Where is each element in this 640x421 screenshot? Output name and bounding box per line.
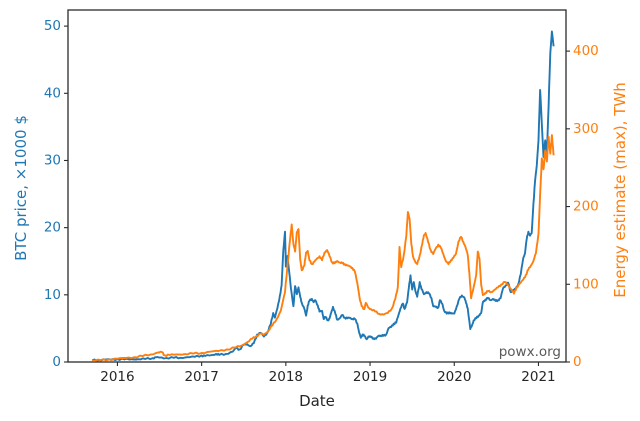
y-right-tick-label-0: 0: [573, 354, 582, 370]
x-axis-label: Date: [299, 392, 335, 410]
y-right-tick-label-300: 300: [573, 121, 599, 137]
y-right-tick-label-100: 100: [573, 276, 599, 292]
x-tick-label-2021: 2021: [521, 369, 555, 385]
x-tick-label-2016: 2016: [100, 369, 134, 385]
y-left-axis-label: BTC price, ×1000 $: [12, 115, 30, 261]
x-tick-label-2019: 2019: [353, 369, 387, 385]
y-left-tick-label-30: 30: [44, 152, 61, 168]
plot-area: 2016 2017 2018 2019 2020 2021 0 10 20 30 40 50 0 100 2…: [44, 9, 599, 385]
y-right-tick-label-200: 200: [573, 199, 599, 215]
energy-estimate-line: [92, 134, 555, 362]
y-left-tick-label-20: 20: [44, 220, 61, 236]
y-left-tick-label-50: 50: [44, 18, 61, 34]
y-right-tick-label-400: 400: [573, 43, 599, 59]
y-left-tick-label-0: 0: [52, 354, 61, 370]
x-tick-label-2018: 2018: [269, 369, 303, 385]
y-left-tick-label-10: 10: [44, 287, 61, 303]
y-left-tick-label-40: 40: [44, 85, 61, 101]
x-tick-label-2017: 2017: [184, 369, 218, 385]
btc-price-line: [91, 30, 555, 362]
axes-spines: [67, 9, 567, 363]
x-tick-label-2020: 2020: [437, 369, 471, 385]
y-right-axis-label: Energy estimate (max), TWh: [611, 82, 629, 297]
watermark-powx-org: powx.org: [499, 344, 561, 360]
